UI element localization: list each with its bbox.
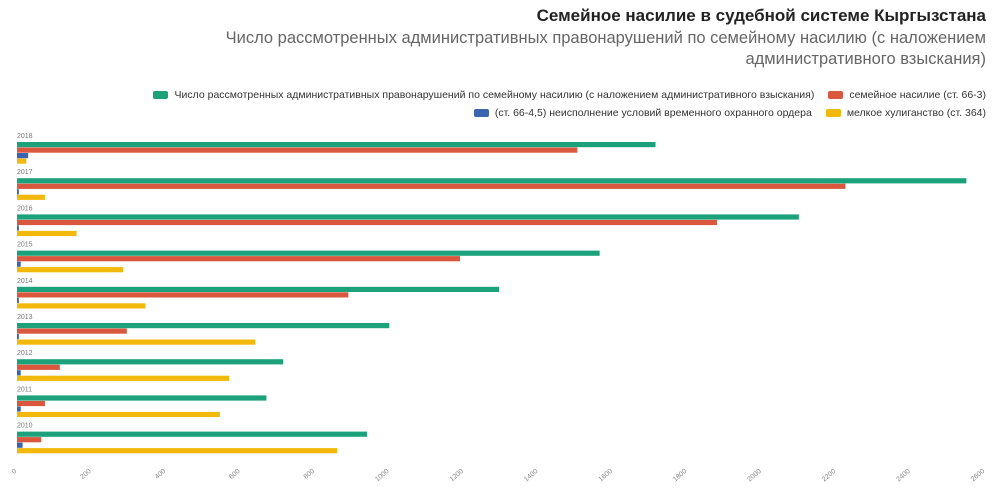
legend-swatch-total	[153, 91, 169, 99]
x-tick-label-800: 800	[303, 468, 317, 481]
bar-2011-series-3[interactable]	[17, 406, 21, 412]
category-label-2018: 2018	[17, 133, 33, 140]
bar-2011-series-4[interactable]	[17, 411, 220, 418]
bar-2012-series-3[interactable]	[17, 370, 21, 376]
x-tick-label-1200: 1200	[449, 468, 466, 483]
bar-2017-series-4[interactable]	[17, 194, 45, 200]
bar-2016-series-1[interactable]	[17, 214, 799, 220]
bar-2014-series-2[interactable]	[17, 292, 349, 298]
legend-item-protection-order[interactable]: (ст. 66-4,5) неисполнение условий времен…	[473, 107, 812, 119]
legend-row-1: Число рассмотренных административных пра…	[20, 86, 986, 104]
x-tick-label-0: 0	[11, 468, 19, 476]
bar-2015-series-2[interactable]	[17, 256, 461, 262]
bar-2010-series-1[interactable]	[17, 431, 367, 437]
x-tick-label-400: 400	[154, 468, 168, 481]
x-tick-label-2400: 2400	[895, 468, 912, 483]
bar-2013-series-4[interactable]	[17, 339, 256, 345]
bar-2012-series-1[interactable]	[17, 359, 284, 365]
category-label-2011: 2011	[17, 386, 32, 393]
bar-2012-series-4[interactable]	[17, 375, 230, 381]
legend-item-total[interactable]: Число рассмотренных административных пра…	[153, 89, 814, 101]
bar-2016-series-2[interactable]	[17, 219, 717, 226]
legend-label-protection-order: (ст. 66-4,5) неисполнение условий времен…	[494, 107, 812, 119]
bar-2016-series-4[interactable]	[17, 230, 77, 237]
bar-2014-series-1[interactable]	[17, 286, 500, 292]
legend-item-hooliganism[interactable]: мелкое хулиганство (ст. 364)	[825, 107, 986, 119]
chart-title: Семейное насилие в судебной системе Кырг…	[536, 6, 986, 25]
x-tick-label-2000: 2000	[746, 468, 763, 483]
legend-swatch-hooliganism	[825, 109, 841, 117]
bar-2017-series-3[interactable]	[17, 189, 19, 195]
category-label-2014: 2014	[17, 278, 33, 285]
legend-label-family-violence: семейное насилие (ст. 66-3)	[849, 89, 986, 101]
bar-2010-series-4[interactable]	[17, 448, 338, 454]
bar-2010-series-3[interactable]	[17, 442, 23, 448]
bar-2015-series-3[interactable]	[17, 261, 21, 267]
bar-2015-series-4[interactable]	[17, 267, 124, 273]
x-tick-label-2600: 2600	[970, 468, 987, 483]
bar-2015-series-1[interactable]	[17, 250, 600, 256]
bar-2011-series-1[interactable]	[17, 395, 267, 401]
bar-2017-series-2[interactable]	[17, 183, 846, 189]
bar-2018-series-1[interactable]	[17, 142, 656, 148]
legend-item-family-violence[interactable]: семейное насилие (ст. 66-3)	[828, 89, 986, 101]
category-label-2016: 2016	[17, 205, 33, 212]
legend-row-2: (ст. 66-4,5) неисполнение условий времен…	[20, 104, 986, 122]
bar-2013-series-3[interactable]	[17, 334, 19, 340]
bar-2012-series-2[interactable]	[17, 364, 60, 370]
category-label-2013: 2013	[17, 314, 33, 321]
legend: Число рассмотренных административных пра…	[20, 86, 986, 122]
x-tick-label-2200: 2200	[821, 468, 838, 483]
legend-swatch-family-violence	[828, 91, 844, 99]
legend-label-hooliganism: мелкое хулиганство (ст. 364)	[846, 107, 986, 119]
bar-2014-series-3[interactable]	[17, 297, 19, 303]
bar-2011-series-2[interactable]	[17, 400, 45, 407]
bar-2013-series-2[interactable]	[17, 328, 127, 334]
bar-2018-series-2[interactable]	[17, 147, 578, 153]
x-tick-label-600: 600	[228, 468, 242, 481]
x-tick-label-1600: 1600	[598, 468, 615, 483]
bar-2014-series-4[interactable]	[17, 303, 146, 309]
legend-label-total: Число рассмотренных административных пра…	[174, 89, 815, 101]
category-label-2017: 2017	[17, 169, 33, 176]
bar-2018-series-4[interactable]	[17, 158, 27, 164]
x-tick-label-1800: 1800	[672, 468, 689, 483]
x-tick-label-1400: 1400	[523, 468, 540, 483]
category-label-2010: 2010	[17, 423, 33, 430]
bar-2016-series-3[interactable]	[17, 225, 19, 231]
chart-subtitle: Число рассмотренных административных пра…	[225, 29, 986, 68]
bar-2010-series-2[interactable]	[17, 437, 42, 443]
category-label-2015: 2015	[17, 242, 33, 249]
bar-2013-series-1[interactable]	[17, 323, 390, 329]
legend-swatch-protection-order	[473, 109, 489, 117]
x-tick-label-1000: 1000	[374, 468, 391, 483]
category-label-2012: 2012	[17, 350, 33, 357]
x-tick-label-200: 200	[79, 468, 93, 481]
bar-2017-series-1[interactable]	[17, 178, 967, 184]
bar-2018-series-3[interactable]	[17, 153, 29, 159]
